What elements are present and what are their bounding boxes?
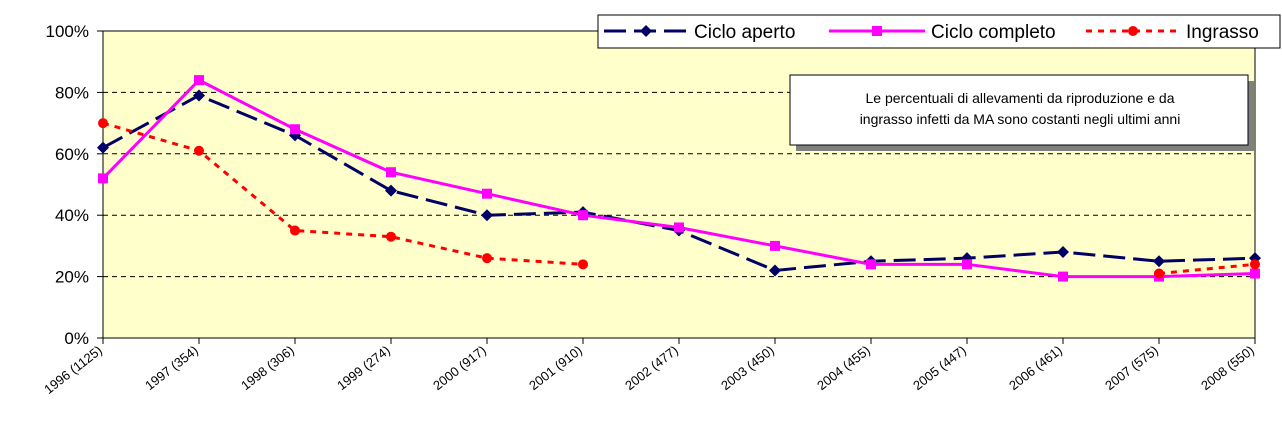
legend: Ciclo aperto Ciclo completo Ingrasso (597, 14, 1281, 49)
marker (1250, 268, 1260, 279)
marker (578, 210, 588, 221)
x-tick-label: 2002 (477) (622, 343, 681, 394)
marker (482, 253, 492, 264)
x-tick-label: 2006 (461) (1006, 343, 1065, 394)
legend-frame (597, 14, 1281, 49)
marker (194, 75, 204, 86)
marker (98, 173, 108, 184)
marker (290, 124, 300, 135)
x-tick-label: 2004 (455) (814, 343, 873, 394)
marker (194, 145, 204, 156)
x-tick-label: 2000 (917) (430, 343, 489, 394)
marker (866, 259, 876, 270)
y-tick-label: 60% (55, 145, 89, 164)
y-tick-label: 0% (64, 329, 89, 348)
marker (290, 225, 300, 236)
marker (97, 141, 109, 154)
series-group (97, 75, 1261, 282)
y-tick-label: 80% (55, 83, 89, 102)
marker (385, 184, 397, 197)
series-line (102, 121, 1256, 276)
y-tick-label: 20% (55, 268, 89, 287)
x-tick-label: 1999 (274) (334, 343, 393, 394)
marker (193, 89, 205, 102)
marker (386, 231, 396, 242)
marker (962, 259, 972, 270)
grid (97, 30, 1256, 344)
x-tick-label: 2005 (447) (910, 343, 969, 394)
legend-label: Ciclo completo (931, 22, 1056, 43)
legend-label: Ciclo aperto (694, 22, 795, 43)
x-tick-label: 1996 (1125) (41, 343, 105, 397)
marker (1058, 271, 1068, 282)
annotation-box: Le percentuali di allevamenti da riprodu… (789, 74, 1254, 151)
marker (98, 118, 108, 129)
x-tick-label: 2008 (550) (1198, 343, 1257, 394)
x-tick-label: 2007 (575) (1102, 343, 1161, 394)
marker (1153, 255, 1165, 268)
x-tick-label: 2001 (910) (526, 343, 585, 394)
marker (1128, 26, 1138, 36)
marker (872, 26, 882, 36)
marker (482, 188, 492, 199)
marker (674, 222, 684, 233)
marker (1250, 259, 1260, 270)
x-tick-label: 1998 (306) (238, 343, 297, 394)
annotation-frame (789, 74, 1249, 146)
x-tick-label: 2003 (450) (718, 343, 777, 394)
marker (1154, 268, 1164, 279)
y-tick-label: 100% (46, 22, 89, 41)
marker (640, 25, 652, 37)
legend-label: Ingrasso (1186, 22, 1259, 43)
marker (481, 209, 493, 222)
marker (578, 259, 588, 270)
y-tick-label: 40% (55, 206, 89, 225)
x-tick-label: 1997 (354) (142, 343, 201, 394)
marker (770, 240, 780, 251)
marker (386, 167, 396, 178)
marker (1057, 246, 1069, 259)
marker (769, 264, 781, 277)
annotation-text: ingrasso infetti da MA sono costanti neg… (860, 111, 1181, 127)
annotation-text: Le percentuali di allevamenti da riprodu… (866, 90, 1175, 106)
